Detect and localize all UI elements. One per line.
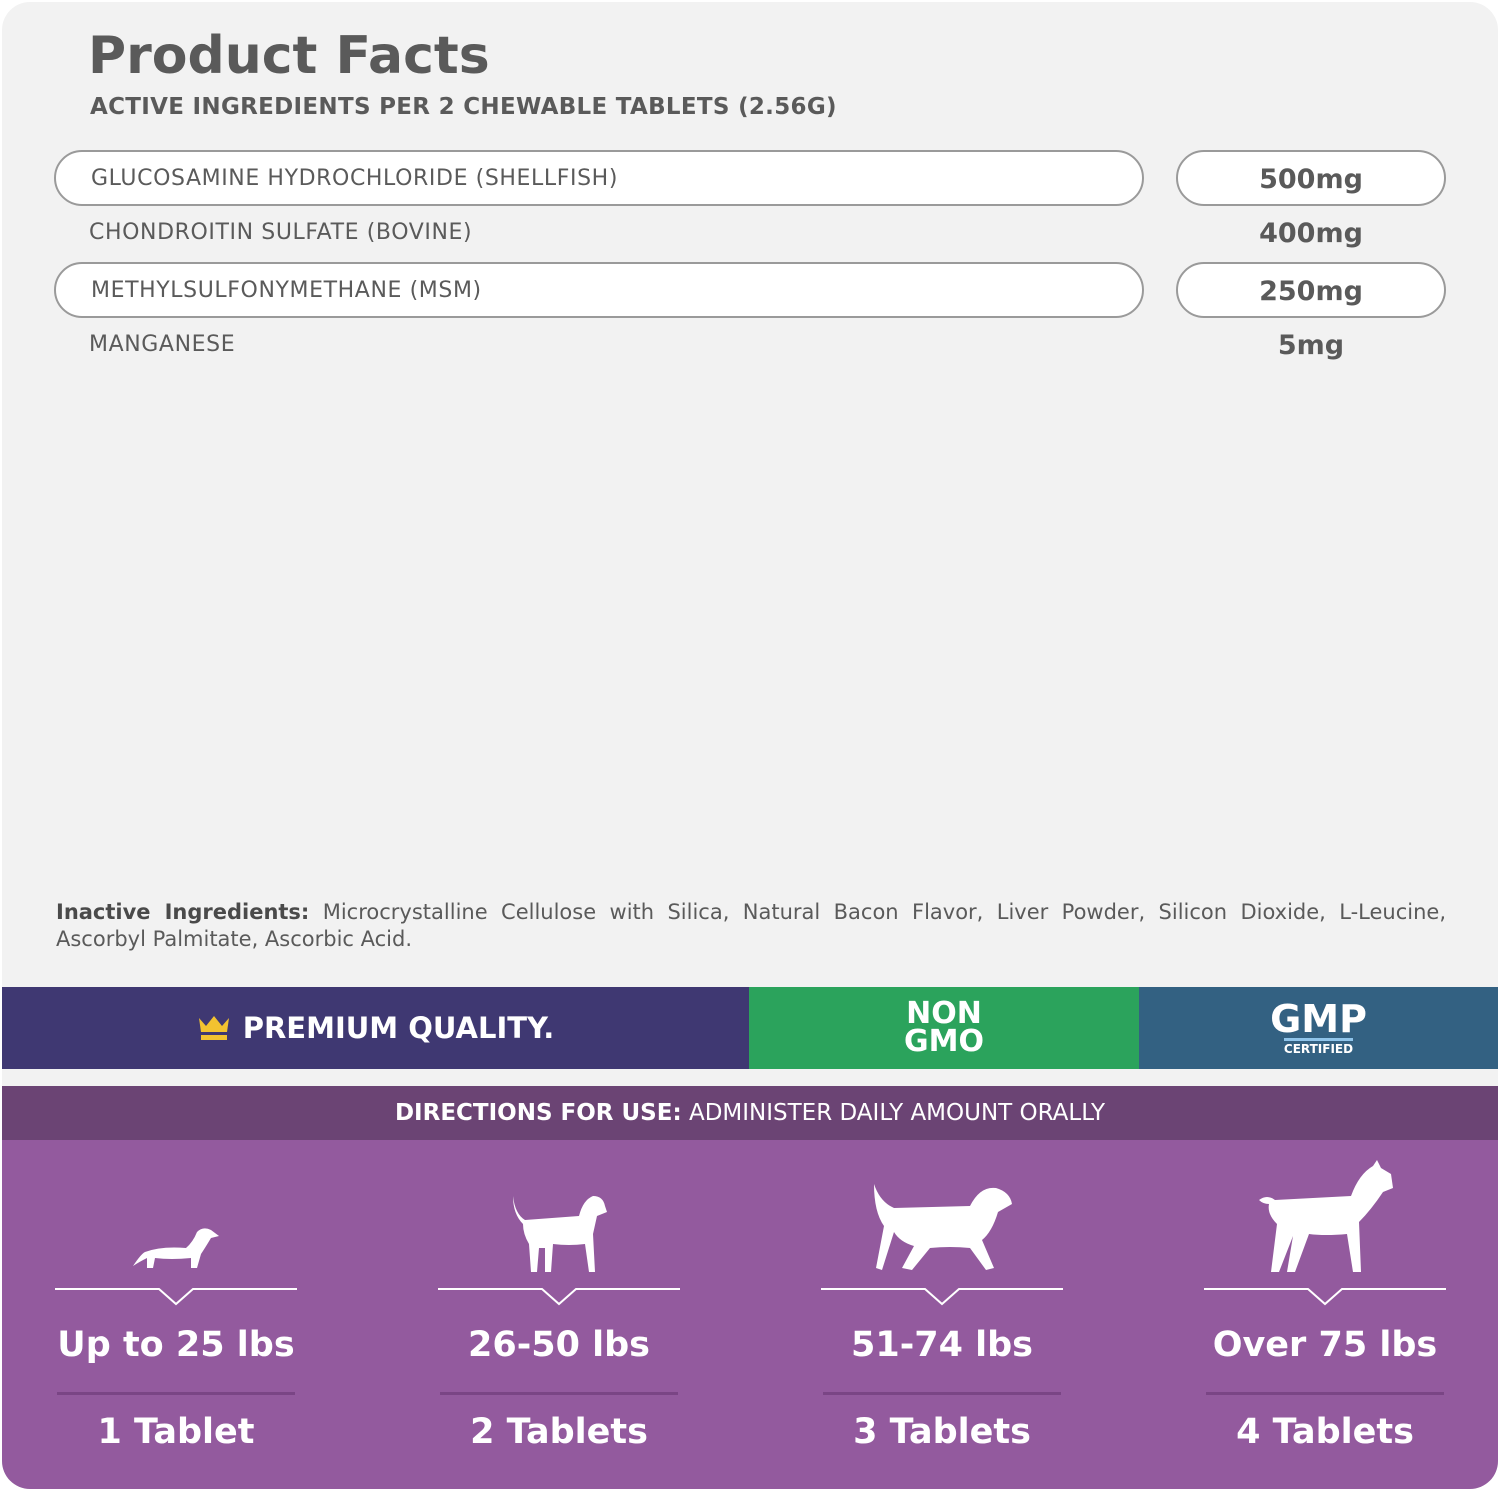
ingredient-row: GLUCOSAMINE HYDROCHLORIDE (SHELLFISH) 50… xyxy=(54,150,1446,206)
directions-label: DIRECTIONS FOR USE: xyxy=(394,1100,682,1126)
non-gmo-badge: NON GMO xyxy=(749,987,1139,1069)
divider-chevron xyxy=(438,1288,680,1306)
ingredient-name: METHYLSULFONYMETHANE (MSM) xyxy=(54,262,1144,318)
quality-badges: PREMIUM QUALITY. NON GMO GMP CERTIFIED xyxy=(2,987,1498,1069)
dose-column: Over 75 lbs 4 Tablets xyxy=(1204,1140,1446,1489)
boxer-icon xyxy=(1259,1160,1393,1272)
weight-label: Over 75 lbs xyxy=(1212,1325,1438,1365)
dose-column: 51-74 lbs 3 Tablets xyxy=(821,1140,1063,1489)
page-title: Product Facts xyxy=(88,26,490,86)
ingredient-row: METHYLSULFONYMETHANE (MSM) 250mg xyxy=(54,262,1446,318)
inactive-ingredients: Inactive Ingredients: Microcrystalline C… xyxy=(56,899,1446,953)
tablet-count: 1 Tablet xyxy=(97,1412,255,1452)
premium-label: PREMIUM QUALITY. xyxy=(242,1011,555,1045)
separator xyxy=(1206,1392,1444,1395)
tablet-count: 3 Tablets xyxy=(853,1412,1031,1452)
ingredient-amount: 5mg xyxy=(1277,330,1345,361)
medium-dog-icon xyxy=(513,1196,607,1272)
directions-text: ADMINISTER DAILY AMOUNT ORALLY xyxy=(681,1100,1106,1126)
divider-chevron xyxy=(55,1288,297,1306)
dose-column: Up to 25 lbs 1 Tablet xyxy=(55,1140,297,1489)
directions-bar: DIRECTIONS FOR USE: ADMINISTER DAILY AMO… xyxy=(2,1086,1498,1140)
dachshund-icon xyxy=(133,1228,219,1268)
dose-column: 26-50 lbs 2 Tablets xyxy=(438,1140,680,1489)
separator xyxy=(440,1392,678,1395)
ingredient-name: CHONDROITIN SULFATE (BOVINE) xyxy=(89,220,473,245)
ingredient-row: CHONDROITIN SULFATE (BOVINE) 400mg xyxy=(54,206,1446,262)
gmo-label: GMO xyxy=(904,1024,984,1059)
weight-label: 26-50 lbs xyxy=(467,1325,650,1365)
inactive-label: Inactive Ingredients: xyxy=(56,900,310,924)
inactive-text: Microcrystalline Cellulose with Silica, … xyxy=(56,900,1447,951)
weight-label: Up to 25 lbs xyxy=(57,1325,295,1365)
divider-chevron xyxy=(1204,1288,1446,1306)
subtitle: ACTIVE INGREDIENTS PER 2 CHEWABLE TABLET… xyxy=(90,94,837,120)
separator xyxy=(823,1392,1061,1395)
ingredient-amount: 500mg xyxy=(1176,150,1446,206)
retriever-icon xyxy=(874,1184,1012,1270)
ingredient-name: GLUCOSAMINE HYDROCHLORIDE (SHELLFISH) xyxy=(54,150,1144,206)
ingredient-amount: 400mg xyxy=(1259,218,1363,249)
separator xyxy=(57,1392,295,1395)
crown-icon xyxy=(198,1016,229,1040)
gmp-label: GMP xyxy=(1270,997,1367,1041)
dosage-section: Up to 25 lbs 1 Tablet 26-50 lbs 2 Tablet… xyxy=(2,1140,1498,1489)
ingredient-amount: 250mg xyxy=(1176,262,1446,318)
divider-chevron xyxy=(821,1288,1063,1306)
ingredient-row: MANGANESE 5mg xyxy=(54,318,1446,374)
gmp-certified-badge: GMP CERTIFIED xyxy=(1139,987,1498,1069)
weight-label: 51-74 lbs xyxy=(850,1325,1033,1365)
ingredient-name: MANGANESE xyxy=(89,332,236,357)
premium-quality-badge: PREMIUM QUALITY. xyxy=(2,987,749,1069)
tablet-count: 4 Tablets xyxy=(1236,1412,1414,1452)
tablet-count: 2 Tablets xyxy=(470,1412,648,1452)
non-label: NON xyxy=(906,996,982,1031)
certified-label: CERTIFIED xyxy=(1283,1038,1354,1056)
